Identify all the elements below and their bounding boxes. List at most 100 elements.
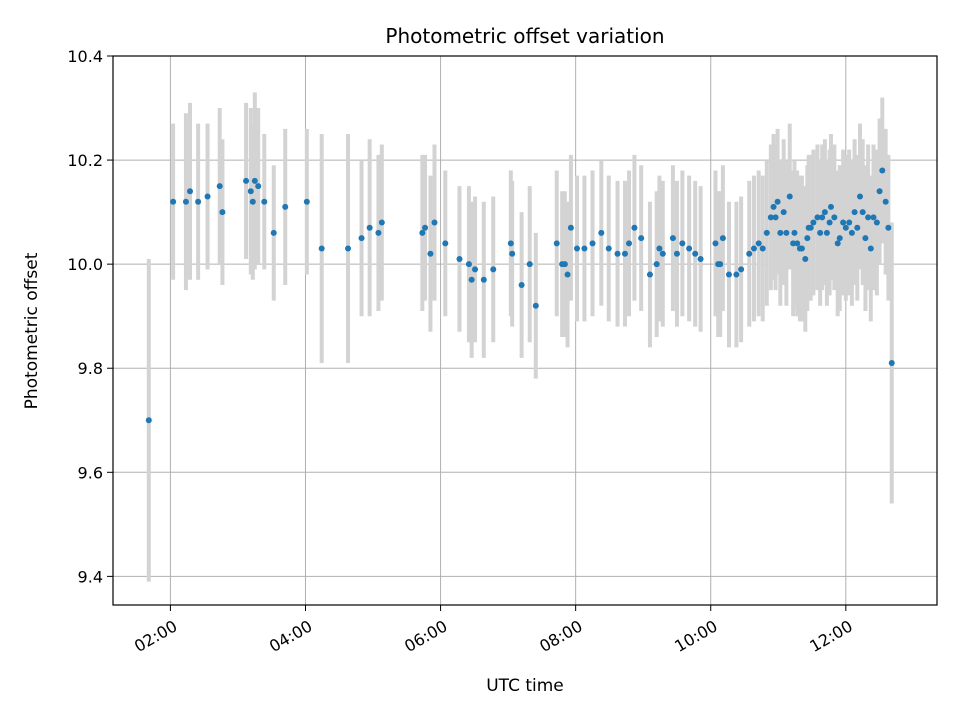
data-point bbox=[865, 214, 872, 221]
data-point bbox=[490, 266, 497, 273]
data-point bbox=[888, 360, 895, 367]
data-point bbox=[831, 214, 838, 221]
data-point bbox=[145, 417, 152, 424]
data-point bbox=[251, 177, 258, 184]
data-point bbox=[767, 214, 774, 221]
y-tick-label: 10.0 bbox=[67, 255, 103, 274]
data-point bbox=[854, 224, 861, 231]
data-point bbox=[679, 240, 686, 247]
data-point bbox=[507, 240, 514, 247]
data-point bbox=[518, 281, 525, 288]
plot-frame bbox=[112, 55, 938, 606]
data-point bbox=[345, 245, 352, 252]
data-point bbox=[717, 261, 724, 268]
data-point bbox=[170, 198, 177, 205]
data-point bbox=[621, 250, 628, 257]
data-point bbox=[882, 198, 889, 205]
data-point bbox=[243, 177, 250, 184]
data-point bbox=[876, 188, 883, 195]
data-point bbox=[786, 193, 793, 200]
data-point bbox=[567, 224, 574, 231]
data-point bbox=[270, 229, 277, 236]
data-point bbox=[759, 245, 766, 252]
y-axis-ticks: 9.4 9.6 9.8 10.0 10.2 10.4 bbox=[67, 47, 113, 586]
data-point bbox=[669, 235, 676, 242]
data-point bbox=[733, 271, 740, 278]
data-point bbox=[772, 214, 779, 221]
data-point bbox=[564, 271, 571, 278]
data-point bbox=[509, 250, 516, 257]
data-point bbox=[823, 229, 830, 236]
data-point bbox=[195, 198, 202, 205]
data-point bbox=[697, 255, 704, 262]
data-points bbox=[145, 167, 895, 424]
data-point bbox=[827, 203, 834, 210]
data-point bbox=[794, 240, 801, 247]
data-point bbox=[712, 240, 719, 247]
data-point bbox=[255, 183, 262, 190]
y-tick-label: 10.2 bbox=[67, 151, 103, 170]
data-point bbox=[186, 188, 193, 195]
data-point bbox=[807, 224, 814, 231]
data-point bbox=[826, 219, 833, 226]
y-tick-label: 10.4 bbox=[67, 47, 103, 66]
data-point bbox=[783, 229, 790, 236]
data-point bbox=[589, 240, 596, 247]
data-point bbox=[561, 261, 568, 268]
data-point bbox=[480, 276, 487, 283]
data-point bbox=[427, 250, 434, 257]
data-point bbox=[442, 240, 449, 247]
data-point bbox=[653, 261, 660, 268]
data-point bbox=[774, 198, 781, 205]
data-point bbox=[821, 209, 828, 216]
y-tick-label: 9.4 bbox=[78, 567, 103, 586]
data-point bbox=[472, 266, 479, 273]
data-point bbox=[526, 261, 533, 268]
data-point bbox=[261, 198, 268, 205]
data-point bbox=[725, 271, 732, 278]
data-point bbox=[431, 219, 438, 226]
data-point bbox=[780, 209, 787, 216]
data-point bbox=[282, 203, 289, 210]
data-point bbox=[468, 276, 475, 283]
data-point bbox=[532, 302, 539, 309]
data-point bbox=[738, 266, 745, 273]
data-point bbox=[247, 188, 254, 195]
data-point bbox=[626, 240, 633, 247]
data-point bbox=[834, 240, 841, 247]
data-point bbox=[204, 193, 211, 200]
data-point bbox=[819, 214, 826, 221]
data-point bbox=[631, 224, 638, 231]
data-point bbox=[763, 229, 770, 236]
data-point bbox=[873, 219, 880, 226]
data-point bbox=[646, 271, 653, 278]
data-point bbox=[750, 245, 757, 252]
data-point bbox=[378, 219, 385, 226]
data-point bbox=[851, 209, 858, 216]
data-point bbox=[318, 245, 325, 252]
data-point bbox=[746, 250, 753, 257]
data-point bbox=[598, 229, 605, 236]
data-point bbox=[862, 235, 869, 242]
data-point bbox=[659, 250, 666, 257]
data-point bbox=[605, 245, 612, 252]
data-point bbox=[814, 214, 821, 221]
data-point bbox=[804, 235, 811, 242]
data-point bbox=[686, 245, 693, 252]
y-axis-label: Photometric offset bbox=[22, 252, 42, 409]
data-point bbox=[719, 235, 726, 242]
data-point bbox=[574, 245, 581, 252]
data-point bbox=[846, 219, 853, 226]
data-point bbox=[366, 224, 373, 231]
data-point bbox=[885, 224, 892, 231]
chart-title: Photometric offset variation bbox=[385, 24, 664, 48]
data-point bbox=[219, 209, 226, 216]
data-point bbox=[358, 235, 365, 242]
data-point bbox=[375, 229, 382, 236]
data-point bbox=[182, 198, 189, 205]
data-point bbox=[842, 224, 849, 231]
data-point bbox=[673, 250, 680, 257]
data-point bbox=[581, 245, 588, 252]
data-point bbox=[798, 245, 805, 252]
